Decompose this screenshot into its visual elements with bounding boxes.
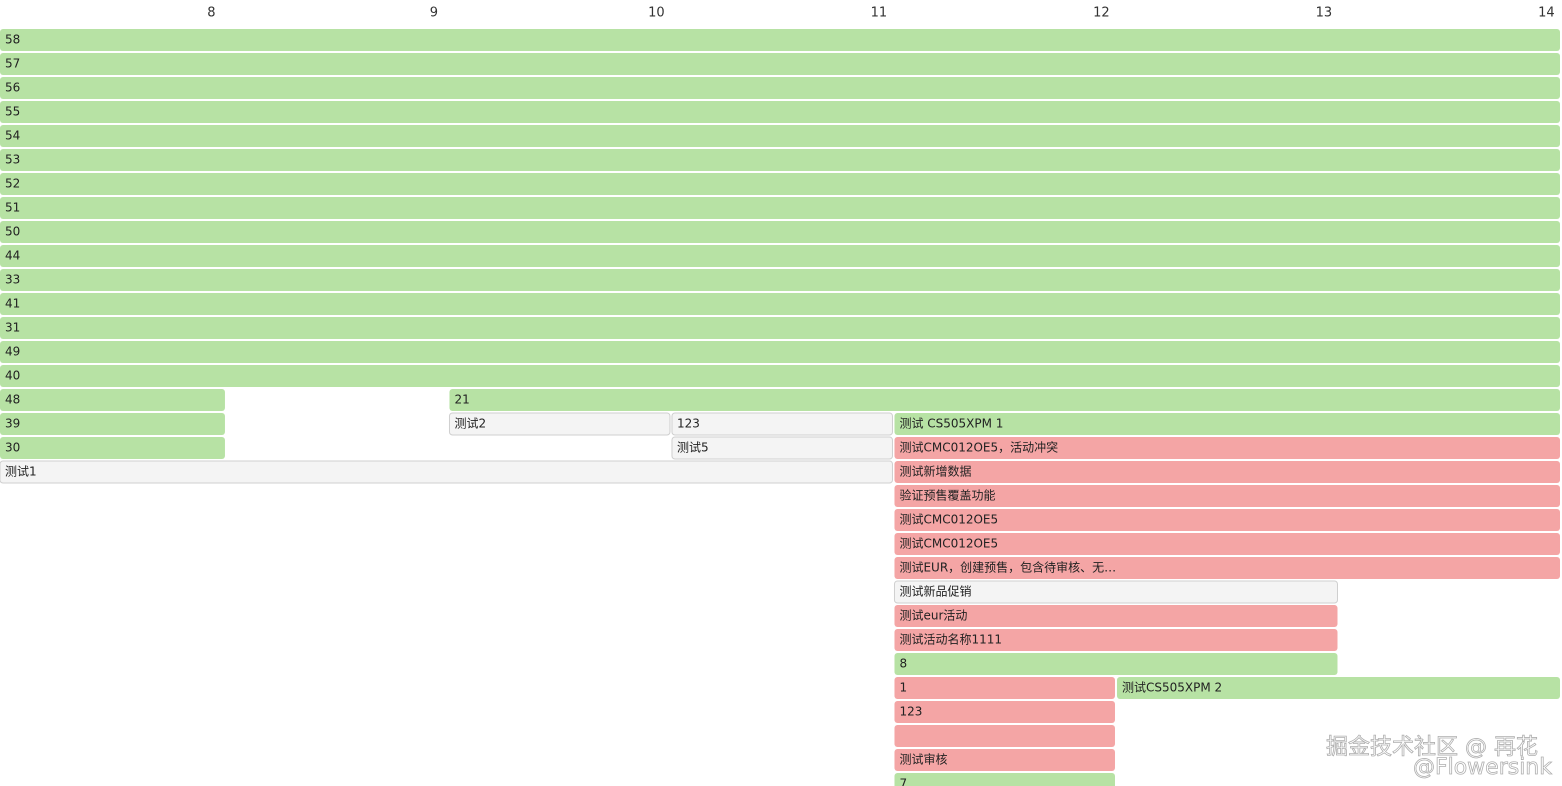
task-bar [894, 533, 1560, 555]
task-label: 39 [5, 417, 20, 431]
task-label: 123 [677, 417, 700, 431]
task-label: 测试EUR，创建预售，包含待审核、无… [899, 560, 1116, 575]
task-bar [0, 413, 225, 435]
task-label: 测试活动名称1111 [899, 632, 1002, 647]
x-tick-label: 12 [1093, 6, 1110, 21]
task-label: 56 [5, 81, 20, 95]
task-bar [0, 29, 1560, 51]
task-bar [894, 461, 1560, 483]
task-bar [0, 245, 1560, 267]
task-bar [894, 701, 1115, 723]
x-tick-label: 13 [1316, 6, 1333, 21]
watermark: 掘金技术社区 @ 再花 [1326, 735, 1538, 760]
task-label: 测试审核 [899, 752, 947, 767]
task-label: 1 [899, 681, 907, 695]
task-label: 测试新品促销 [899, 584, 971, 599]
task-label: 44 [5, 249, 20, 263]
x-tick-label: 10 [648, 6, 665, 21]
task-bar [894, 485, 1560, 507]
task-label: 55 [5, 105, 20, 119]
task-bar [894, 773, 1115, 786]
task-bar [0, 53, 1560, 75]
task-bar [0, 293, 1560, 315]
task-bar [894, 413, 1560, 435]
task-bar [0, 317, 1560, 339]
task-label: 21 [454, 393, 469, 407]
task-bar [0, 173, 1560, 195]
task-label: 测试eur活动 [899, 608, 967, 623]
task-label: 49 [5, 345, 20, 359]
task-bar [0, 269, 1560, 291]
task-label: 测试2 [454, 416, 486, 431]
task-bar [449, 389, 1561, 411]
task-label: 50 [5, 225, 20, 239]
task-label: 31 [5, 321, 20, 335]
task-label: 测试新增数据 [899, 464, 971, 479]
task-bar [671, 436, 893, 460]
x-tick-label: 11 [871, 6, 888, 21]
task-label: 测试CMC012OE5 [899, 512, 998, 527]
task-label: 8 [899, 657, 907, 671]
task-bar [894, 557, 1560, 579]
task-bar [671, 412, 893, 436]
x-tick-label: 9 [430, 6, 438, 21]
task-label: 58 [5, 33, 20, 47]
task-label: 40 [5, 369, 20, 383]
task-label: 53 [5, 153, 20, 167]
task-bar [448, 412, 671, 436]
task-label: 测试1 [5, 464, 37, 479]
task-bar [0, 77, 1560, 99]
task-label: 57 [5, 57, 20, 71]
task-bar [0, 149, 1560, 171]
task-label: 测试CMC012OE5 [899, 536, 998, 551]
task-bar [894, 605, 1338, 627]
task-bar [0, 101, 1560, 123]
task-bar [894, 677, 1115, 699]
task-bar [0, 389, 225, 411]
task-bar [0, 460, 893, 484]
task-bar [0, 197, 1560, 219]
task-bar [894, 749, 1115, 771]
task-label: 41 [5, 297, 20, 311]
task-label: 52 [5, 177, 20, 191]
task-bar [0, 125, 1560, 147]
x-tick-label: 8 [207, 6, 215, 21]
task-label: 51 [5, 201, 20, 215]
task-bar [0, 365, 1560, 387]
task-label: 33 [5, 273, 20, 287]
task-label: 验证预售覆盖功能 [899, 488, 995, 503]
task-label: 测试CS505XPM 2 [1122, 680, 1222, 695]
x-tick-label: 14 [1538, 6, 1555, 21]
task-bar [894, 725, 1115, 747]
task-bar [893, 580, 1338, 604]
task-bar [894, 653, 1338, 675]
task-label: 54 [5, 129, 20, 143]
task-label: 测试CMC012OE5，活动冲突 [899, 440, 1058, 455]
task-bar [0, 437, 225, 459]
watermark: @Flowersink [1413, 755, 1552, 780]
task-bar [894, 437, 1560, 459]
task-label: 测试 CS505XPM 1 [899, 416, 1003, 431]
task-label: 123 [899, 705, 922, 719]
task-bar [894, 509, 1560, 531]
task-label: 48 [5, 393, 20, 407]
task-bar [894, 629, 1338, 651]
task-label: 30 [5, 441, 20, 455]
task-label: 测试5 [677, 440, 709, 455]
task-bar [1116, 677, 1560, 699]
task-bar [0, 221, 1560, 243]
task-label: 7 [899, 777, 907, 786]
task-bar [0, 341, 1560, 363]
